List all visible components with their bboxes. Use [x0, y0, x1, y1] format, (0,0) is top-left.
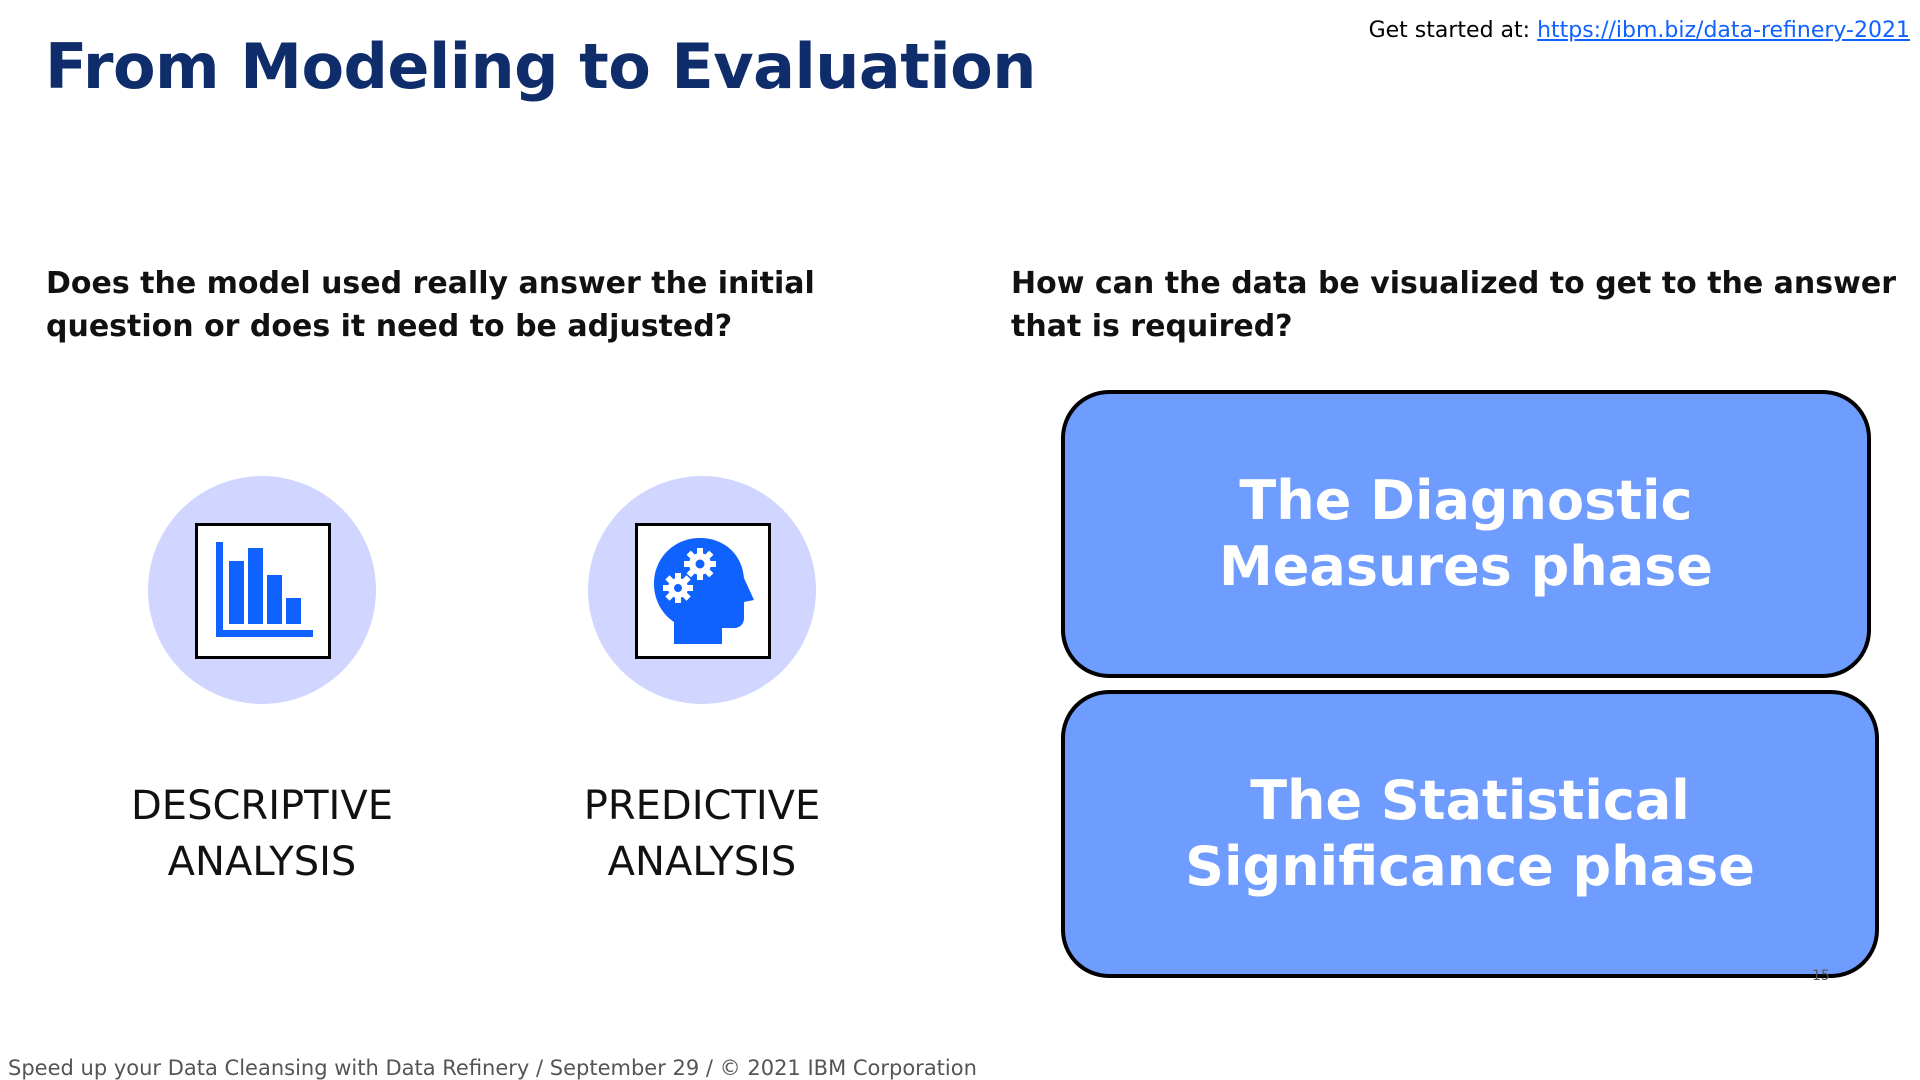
- get-started: Get started at: https://ibm.biz/data-ref…: [1369, 18, 1910, 43]
- footer-text: Speed up your Data Cleansing with Data R…: [8, 1056, 977, 1080]
- bar-chart-icon: [195, 523, 331, 659]
- descriptive-icon-circle: [148, 476, 376, 704]
- predictive-icon-circle: [588, 476, 816, 704]
- slide-title: From Modeling to Evaluation: [45, 30, 1036, 103]
- predictive-analysis-label: PREDICTIVE ANALYSIS: [583, 783, 821, 885]
- question-right: How can the data be visualized to get to…: [1011, 266, 1896, 344]
- question-left: Does the model used really answer the in…: [46, 266, 815, 344]
- diagnostic-measures-phase-label: The Diagnostic Measures phase: [1219, 469, 1713, 598]
- statistical-significance-phase-label: The Statistical Significance phase: [1185, 769, 1755, 898]
- get-started-label: Get started at:: [1368, 18, 1531, 43]
- head-gears-icon: [635, 523, 771, 659]
- descriptive-analysis-label: DESCRIPTIVE ANALYSIS: [131, 783, 393, 885]
- diagnostic-measures-phase-box: The Diagnostic Measures phase: [1061, 390, 1871, 678]
- get-started-link[interactable]: https://ibm.biz/data-refinery-2021: [1537, 18, 1910, 43]
- page-number: 15: [1812, 968, 1830, 984]
- statistical-significance-phase-box: The Statistical Significance phase: [1061, 690, 1879, 978]
